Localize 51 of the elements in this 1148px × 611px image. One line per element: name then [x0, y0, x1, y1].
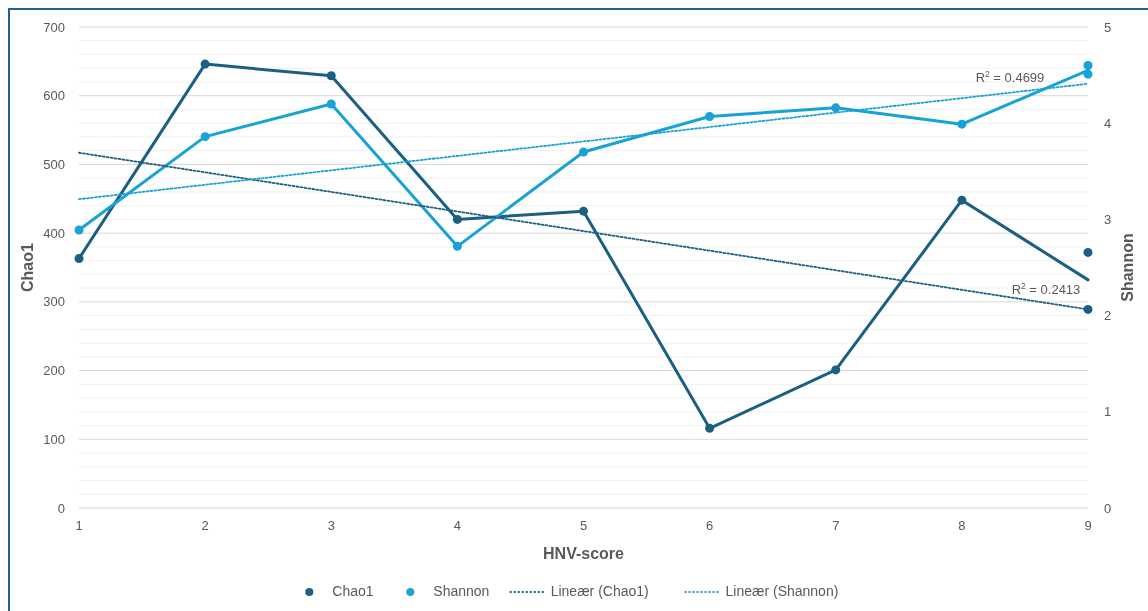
- y-tick-label: 400: [43, 225, 65, 241]
- point: [74, 225, 84, 235]
- x-tick-label: 4: [453, 518, 461, 533]
- y-tick-label: 200: [43, 363, 65, 379]
- x-tick-label: 6: [706, 518, 714, 533]
- legend-label: Shannon: [433, 583, 490, 599]
- y-tick-label: 300: [43, 294, 65, 310]
- point: [831, 365, 841, 375]
- point: [200, 59, 210, 69]
- annotation: R$^{2}$ = 0.2413: [1011, 281, 1081, 297]
- y-axis-title: Chao1: [19, 242, 36, 292]
- x-tick-label: 7: [832, 518, 840, 533]
- annotation: R$^{2}$ = 0.4699: [975, 69, 1045, 85]
- x-tick-label: 8: [958, 518, 966, 533]
- y2-tick-label: 1: [1104, 404, 1112, 420]
- point: [579, 206, 588, 216]
- x-tick-label: 9: [1084, 518, 1092, 533]
- y2-tick-label: 4: [1104, 115, 1112, 131]
- x-axis-title: HNV-score: [543, 545, 625, 562]
- point: [452, 241, 462, 251]
- y-tick-label: 600: [43, 88, 65, 104]
- point: [957, 119, 967, 129]
- point: [705, 111, 715, 121]
- x-tick-label: 2: [201, 518, 209, 533]
- y2-tick-label: 2: [1104, 308, 1112, 324]
- point: [1083, 60, 1093, 70]
- x-tick-label: 3: [327, 518, 335, 533]
- y2-tick-label: 3: [1104, 211, 1112, 227]
- y-tick-label: 700: [43, 19, 65, 35]
- legend-label: Lineær (Shannon): [725, 583, 839, 599]
- point: [831, 103, 841, 113]
- point: [1083, 247, 1093, 257]
- y-tick-label: 100: [43, 431, 65, 447]
- legend-label: Lineær (Chao1): [550, 583, 649, 599]
- point: [74, 254, 84, 264]
- y2-tick-label: 5: [1104, 19, 1112, 35]
- y-tick-label: 0: [57, 500, 65, 516]
- point: [705, 423, 715, 433]
- point: [579, 147, 588, 157]
- point: [1083, 69, 1093, 79]
- x-tick-label: 1: [75, 518, 83, 533]
- x-tick-label: 5: [579, 518, 588, 533]
- y-tick-label: 500: [43, 156, 65, 172]
- legend-label: Chao1: [332, 583, 374, 599]
- y2-axis-title: Shannon: [1119, 233, 1136, 302]
- point: [452, 214, 462, 224]
- point: [326, 99, 336, 109]
- point: [957, 195, 967, 205]
- point: [200, 132, 210, 142]
- y2-tick-label: 0: [1104, 500, 1112, 516]
- point: [326, 71, 336, 81]
